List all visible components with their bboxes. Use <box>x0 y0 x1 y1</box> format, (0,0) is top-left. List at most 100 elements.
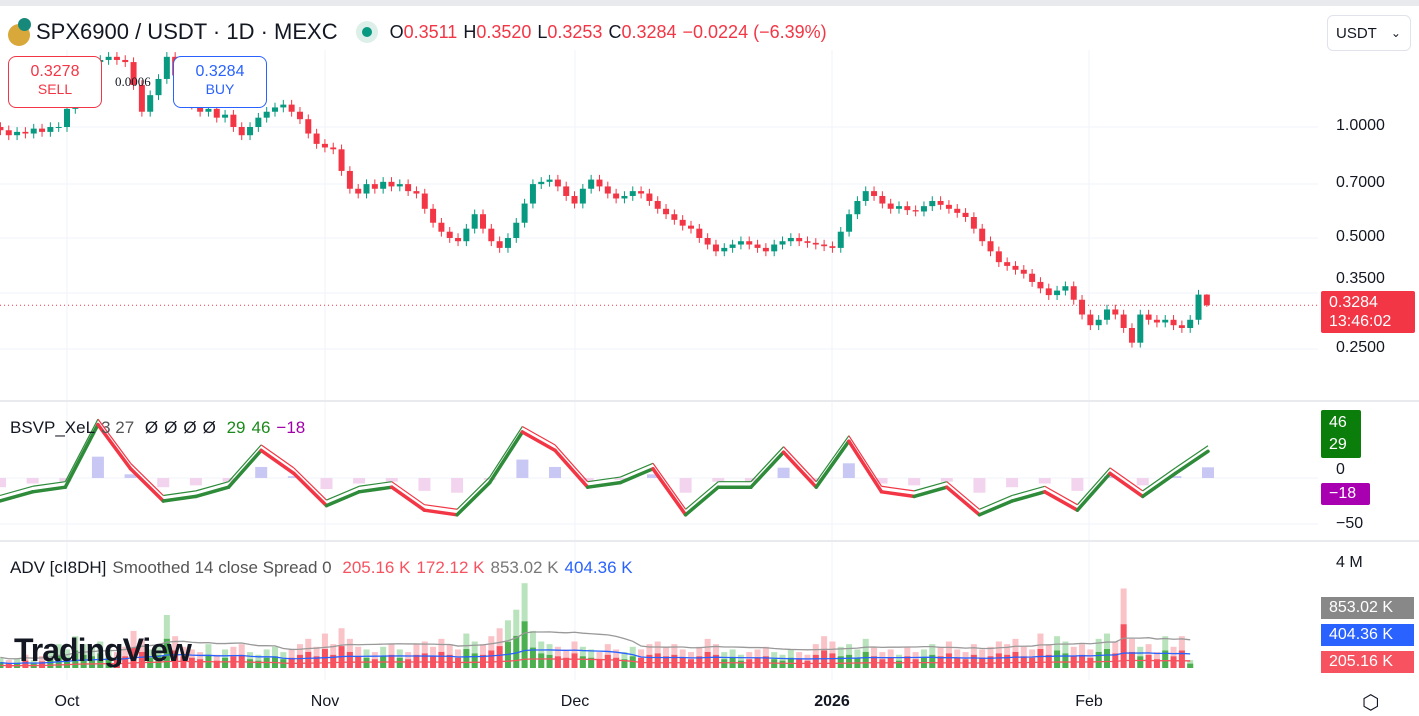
osc-main-line <box>1075 471 1112 512</box>
candle-body <box>147 95 154 112</box>
tradingview-logo[interactable]: TradingView <box>14 632 192 668</box>
volume-bar <box>138 651 145 668</box>
candle-body <box>39 128 46 132</box>
osc-main-line <box>96 422 133 471</box>
volume-bar <box>222 657 229 668</box>
osc-signal-line <box>522 425 556 446</box>
pane-separator[interactable] <box>0 540 1419 542</box>
candle-body <box>646 193 653 201</box>
candle-body <box>138 84 145 112</box>
pane-separator[interactable] <box>0 400 1419 402</box>
candle-body <box>213 108 220 118</box>
candle-body <box>5 130 12 136</box>
volume-bar <box>1112 653 1119 668</box>
candle-body <box>1062 286 1069 291</box>
osc-tag-46: 46 <box>1329 414 1347 431</box>
osc-histogram-bar <box>908 478 921 486</box>
currency-label: USDT <box>1336 24 1377 42</box>
volume-bar <box>39 661 46 668</box>
candle-body <box>979 228 986 242</box>
candle-body <box>721 247 728 252</box>
time-tick: Oct <box>54 693 80 710</box>
chevron-down-icon: ⌄ <box>1390 26 1401 40</box>
volume-bar <box>471 653 478 668</box>
volume-bar <box>970 654 977 668</box>
osc-histogram-bar <box>59 478 72 482</box>
time-tick: Feb <box>1075 693 1103 710</box>
candle-body <box>804 241 811 243</box>
volume-bar <box>987 656 994 668</box>
volume-bar <box>804 660 811 668</box>
candle-body <box>920 206 927 212</box>
volume-bar <box>571 653 578 668</box>
candle-body <box>238 127 245 136</box>
osc-main-line <box>1108 471 1145 499</box>
osc-null: Ø <box>164 418 178 437</box>
osc-histogram-bar <box>549 466 562 478</box>
osc-histogram-bar <box>157 478 170 488</box>
volume-bar <box>829 653 836 668</box>
volume-bar <box>837 656 844 668</box>
candle-body <box>1203 294 1210 306</box>
volume-bar <box>1187 663 1194 668</box>
candle-body <box>846 214 853 232</box>
buy-button[interactable]: 0.3284 BUY <box>173 56 267 108</box>
osc-histogram-bar <box>712 478 725 482</box>
osc-histogram-bar <box>418 478 431 491</box>
candle-body <box>812 242 819 245</box>
top-bar <box>0 0 1419 6</box>
osc-signal-line <box>587 476 621 483</box>
settings-icon[interactable]: ⬡ <box>1362 692 1380 714</box>
osc-signal-line <box>228 444 262 483</box>
sell-button[interactable]: 0.3278 SELL <box>8 56 102 108</box>
candle-body <box>455 237 462 242</box>
adv-average-line <box>0 631 1191 660</box>
symbol-title[interactable]: SPX6900 / USDT · 1D · MEXC <box>36 19 338 44</box>
osc-histogram-bar <box>744 478 757 482</box>
osc-main-line <box>945 485 982 517</box>
osc-signal-line <box>620 462 654 478</box>
volume-bar <box>546 654 553 668</box>
candle-body <box>538 181 545 185</box>
adv-legend[interactable]: ADV [cI8DH] Smoothed 14 close Spread 0 20… <box>10 558 639 578</box>
candle-body <box>729 244 736 248</box>
volume-bar <box>255 660 262 668</box>
candle-body <box>704 237 711 245</box>
volume-bar <box>97 653 104 668</box>
osc-main-line <box>292 471 329 508</box>
osc-main-line <box>1043 490 1080 512</box>
osc-signal-line <box>391 481 425 506</box>
osc-signal-line <box>260 444 295 469</box>
price-tick: 0.7000 <box>1336 174 1385 191</box>
volume-bar <box>197 659 204 668</box>
volume-bar <box>313 656 320 668</box>
osc-signal-line <box>946 481 980 510</box>
candle-body <box>579 188 586 204</box>
candle-body <box>1012 265 1019 270</box>
osc-name: BSVP_XeL <box>10 418 96 437</box>
price-tick: 1.0000 <box>1336 117 1385 134</box>
candle-body <box>654 200 661 209</box>
volume-bar <box>671 654 678 668</box>
osc-signal-line <box>881 485 915 492</box>
osc-value-3: −18 <box>276 418 306 437</box>
osc-main-line <box>585 480 623 489</box>
osc-purple-tag: −18 <box>1321 483 1370 505</box>
market-open-icon <box>355 21 378 43</box>
osc-main-line <box>63 422 100 489</box>
currency-select[interactable]: USDT ⌄ <box>1327 15 1411 51</box>
candle-body <box>1020 269 1027 274</box>
volume-bar <box>1170 656 1177 668</box>
volume-bar <box>180 656 187 668</box>
volume-bar <box>596 659 603 668</box>
osc-histogram-bar <box>1071 478 1084 491</box>
osc-main-line <box>912 485 949 499</box>
osc-main-line <box>553 448 590 489</box>
spread-value: 0.0006 <box>115 74 151 89</box>
candle-body <box>1187 319 1194 328</box>
osc-green-tag: 46 29 <box>1321 410 1361 458</box>
volume-bar <box>1012 651 1019 668</box>
osc-signal-line <box>456 476 491 510</box>
